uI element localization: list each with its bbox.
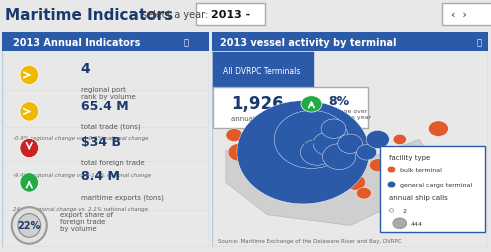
Text: annual ship calls: annual ship calls <box>231 115 290 121</box>
Circle shape <box>277 126 313 154</box>
Circle shape <box>419 166 436 178</box>
Text: 2013 vessel activity by terminal: 2013 vessel activity by terminal <box>220 37 397 47</box>
Polygon shape <box>226 140 433 226</box>
Text: -0.9% regional change vs. -0.9% national change: -0.9% regional change vs. -0.9% national… <box>13 136 148 141</box>
FancyBboxPatch shape <box>196 4 265 26</box>
Text: $34 B: $34 B <box>81 136 121 148</box>
Text: 8%: 8% <box>328 95 349 108</box>
Text: facility type: facility type <box>389 154 430 160</box>
Circle shape <box>338 135 362 154</box>
Text: -9.4% regional change vs. +1.9% national change: -9.4% regional change vs. +1.9% national… <box>13 172 151 177</box>
Bar <box>2 33 209 52</box>
Text: ⓘ: ⓘ <box>184 38 189 47</box>
Circle shape <box>274 111 349 169</box>
Text: select a year:: select a year: <box>142 10 209 20</box>
Circle shape <box>226 129 243 142</box>
Circle shape <box>393 218 407 229</box>
Circle shape <box>393 135 407 145</box>
Circle shape <box>258 119 299 152</box>
Circle shape <box>366 131 389 149</box>
Text: 444: 444 <box>411 221 423 226</box>
Circle shape <box>313 133 343 156</box>
Text: regional port
rank by volume: regional port rank by volume <box>81 86 136 99</box>
FancyBboxPatch shape <box>214 53 313 89</box>
Circle shape <box>12 207 47 244</box>
Circle shape <box>20 139 38 158</box>
Circle shape <box>269 141 299 164</box>
Circle shape <box>429 121 448 137</box>
Circle shape <box>381 146 397 159</box>
Circle shape <box>249 151 264 163</box>
Text: 4: 4 <box>81 62 90 76</box>
Circle shape <box>387 182 396 188</box>
Circle shape <box>346 175 365 191</box>
Text: 8.4 M: 8.4 M <box>81 170 120 183</box>
Circle shape <box>382 171 401 185</box>
Circle shape <box>369 159 386 172</box>
Circle shape <box>294 139 307 149</box>
Bar <box>212 33 488 52</box>
Circle shape <box>262 153 284 170</box>
Text: 1,926: 1,926 <box>231 94 284 112</box>
Circle shape <box>20 173 38 192</box>
Text: total foreign trade: total foreign trade <box>81 159 144 165</box>
Text: 2013 Annual Indicators: 2013 Annual Indicators <box>13 37 140 47</box>
Text: 65.4 M: 65.4 M <box>81 99 129 112</box>
Text: ⓘ: ⓘ <box>477 38 482 47</box>
Circle shape <box>281 151 298 163</box>
Circle shape <box>356 188 371 199</box>
Circle shape <box>356 145 377 161</box>
Circle shape <box>20 66 38 85</box>
Circle shape <box>301 96 322 113</box>
FancyBboxPatch shape <box>381 146 485 232</box>
Text: export share of
foreign trade
by volume: export share of foreign trade by volume <box>60 211 113 231</box>
Circle shape <box>228 144 251 162</box>
Text: Delaware River: Delaware River <box>262 177 315 197</box>
Circle shape <box>18 214 41 237</box>
Text: 22%: 22% <box>18 220 41 231</box>
Circle shape <box>20 102 38 122</box>
Text: total trade (tons): total trade (tons) <box>81 123 140 129</box>
Text: annual ship calls: annual ship calls <box>389 195 447 201</box>
Text: 2: 2 <box>403 208 407 213</box>
Text: general cargo terminal: general cargo terminal <box>400 182 472 187</box>
Circle shape <box>403 151 418 163</box>
Text: maritime exports (tons): maritime exports (tons) <box>81 194 164 200</box>
Text: Maritime Indicators: Maritime Indicators <box>5 8 173 23</box>
Text: bulk terminal: bulk terminal <box>400 167 441 172</box>
FancyBboxPatch shape <box>214 87 368 128</box>
Text: All DVRPC Terminals: All DVRPC Terminals <box>223 67 300 76</box>
Circle shape <box>387 167 396 173</box>
Text: ‹  ›: ‹ › <box>451 10 467 20</box>
Text: Source: Maritime Exchange of the Delaware River and Bay, DVRPC: Source: Maritime Exchange of the Delawar… <box>218 238 401 243</box>
Text: 24.6% regional change vs. 2.1% national change: 24.6% regional change vs. 2.1% national … <box>13 206 148 211</box>
Circle shape <box>258 141 276 155</box>
Circle shape <box>237 101 369 204</box>
Circle shape <box>300 140 333 166</box>
FancyBboxPatch shape <box>442 4 491 26</box>
Circle shape <box>323 144 355 170</box>
Circle shape <box>321 119 346 139</box>
Circle shape <box>241 132 261 148</box>
Text: 2013 -: 2013 - <box>211 10 250 20</box>
Text: change over
previous year: change over previous year <box>328 109 371 119</box>
